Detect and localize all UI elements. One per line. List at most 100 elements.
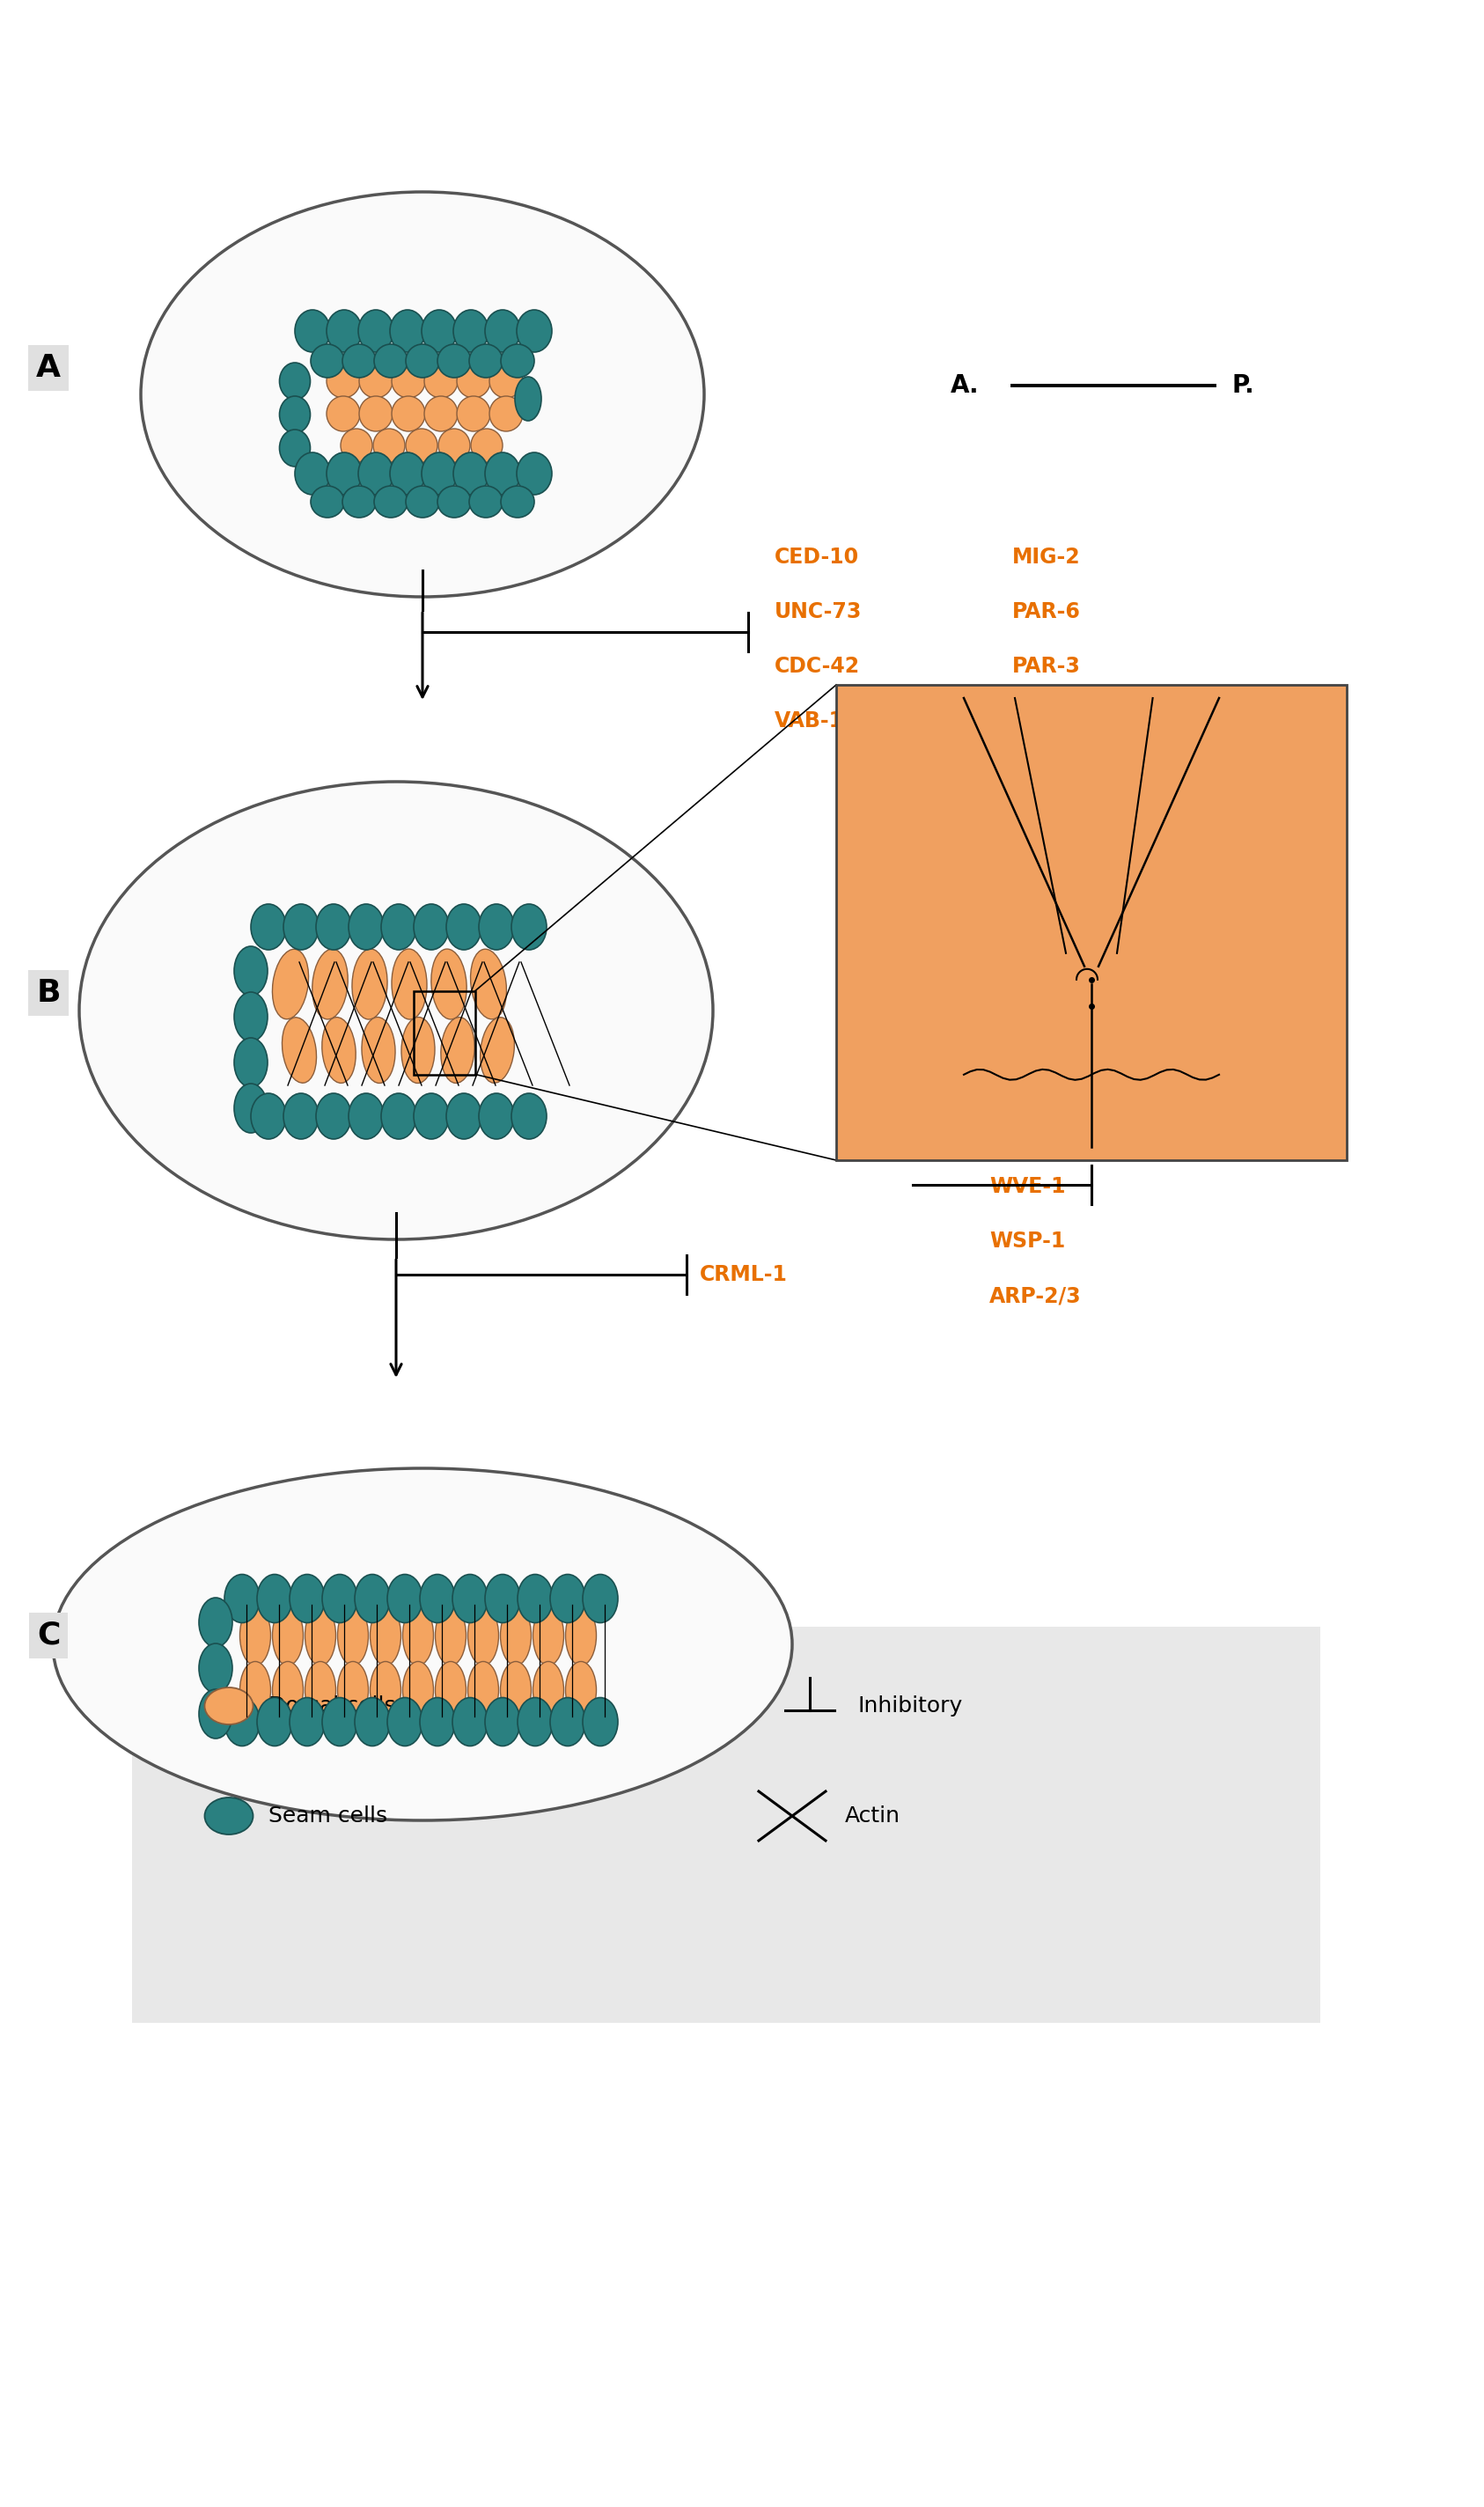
Text: UNC-73: UNC-73 xyxy=(775,602,862,622)
Ellipse shape xyxy=(467,1604,499,1665)
Ellipse shape xyxy=(257,1574,292,1622)
Ellipse shape xyxy=(533,1662,564,1720)
Ellipse shape xyxy=(312,950,347,1020)
Ellipse shape xyxy=(326,311,362,351)
Ellipse shape xyxy=(349,905,384,950)
Ellipse shape xyxy=(392,396,424,431)
Ellipse shape xyxy=(224,1697,260,1745)
Ellipse shape xyxy=(295,311,329,351)
Ellipse shape xyxy=(358,311,393,351)
Text: A: A xyxy=(36,353,61,384)
Ellipse shape xyxy=(374,486,408,516)
Text: WVE-1: WVE-1 xyxy=(990,1176,1066,1198)
Ellipse shape xyxy=(565,1604,597,1665)
Ellipse shape xyxy=(322,1697,358,1745)
Ellipse shape xyxy=(518,1574,552,1622)
Ellipse shape xyxy=(282,1018,316,1083)
Ellipse shape xyxy=(405,343,439,379)
Ellipse shape xyxy=(485,1697,521,1745)
Ellipse shape xyxy=(234,1083,267,1133)
Ellipse shape xyxy=(199,1645,233,1692)
Ellipse shape xyxy=(283,905,319,950)
Ellipse shape xyxy=(295,451,329,494)
Ellipse shape xyxy=(392,364,424,399)
Text: Inhibitory: Inhibitory xyxy=(858,1695,963,1717)
Ellipse shape xyxy=(512,905,546,950)
Ellipse shape xyxy=(516,451,552,494)
Ellipse shape xyxy=(273,950,309,1018)
Ellipse shape xyxy=(457,396,490,431)
Text: CDC-42: CDC-42 xyxy=(775,657,861,677)
Ellipse shape xyxy=(306,1662,335,1720)
Ellipse shape xyxy=(414,1093,448,1138)
Ellipse shape xyxy=(53,1469,792,1820)
Ellipse shape xyxy=(322,1018,356,1083)
Text: SAX-3: SAX-3 xyxy=(1012,709,1080,732)
Ellipse shape xyxy=(402,1662,433,1720)
Text: P.: P. xyxy=(1232,374,1255,399)
Ellipse shape xyxy=(469,486,503,516)
Ellipse shape xyxy=(551,1697,585,1745)
Ellipse shape xyxy=(343,343,375,379)
Ellipse shape xyxy=(326,364,361,399)
Ellipse shape xyxy=(234,1038,267,1088)
Ellipse shape xyxy=(438,343,470,379)
Ellipse shape xyxy=(467,1662,499,1720)
Ellipse shape xyxy=(352,950,387,1020)
Ellipse shape xyxy=(257,1697,292,1745)
Ellipse shape xyxy=(485,311,521,351)
Text: CRML-1: CRML-1 xyxy=(700,1264,788,1286)
Ellipse shape xyxy=(420,1574,456,1622)
Ellipse shape xyxy=(470,950,506,1020)
Ellipse shape xyxy=(512,1093,546,1138)
Ellipse shape xyxy=(279,396,310,434)
Ellipse shape xyxy=(310,486,344,516)
Ellipse shape xyxy=(500,486,534,516)
Ellipse shape xyxy=(485,451,521,494)
Bar xyxy=(835,684,1346,1161)
Ellipse shape xyxy=(370,1662,401,1720)
Ellipse shape xyxy=(453,1697,488,1745)
Ellipse shape xyxy=(205,1798,254,1835)
Ellipse shape xyxy=(289,1697,325,1745)
Ellipse shape xyxy=(251,1093,286,1138)
Ellipse shape xyxy=(479,905,513,950)
Ellipse shape xyxy=(457,364,490,399)
Ellipse shape xyxy=(438,486,470,516)
Ellipse shape xyxy=(283,1093,319,1138)
Ellipse shape xyxy=(199,1690,233,1737)
Ellipse shape xyxy=(343,486,375,516)
Ellipse shape xyxy=(381,1093,417,1138)
Ellipse shape xyxy=(500,343,534,379)
Ellipse shape xyxy=(401,1018,435,1083)
Text: WSP-1: WSP-1 xyxy=(990,1231,1066,1251)
Ellipse shape xyxy=(234,945,267,995)
Ellipse shape xyxy=(372,429,405,461)
Ellipse shape xyxy=(234,993,267,1040)
Ellipse shape xyxy=(453,1574,488,1622)
Text: VAB-1: VAB-1 xyxy=(775,709,844,732)
Ellipse shape xyxy=(405,429,438,461)
Ellipse shape xyxy=(141,193,703,597)
Text: MIG-2: MIG-2 xyxy=(1012,547,1080,567)
Ellipse shape xyxy=(453,451,488,494)
Ellipse shape xyxy=(490,396,522,431)
Ellipse shape xyxy=(438,429,470,461)
Ellipse shape xyxy=(481,1018,515,1083)
Ellipse shape xyxy=(370,1604,401,1665)
Ellipse shape xyxy=(279,429,310,466)
Ellipse shape xyxy=(551,1574,585,1622)
Ellipse shape xyxy=(435,1604,466,1665)
Ellipse shape xyxy=(405,486,439,516)
Ellipse shape xyxy=(518,1697,552,1745)
Ellipse shape xyxy=(251,905,286,950)
Text: ARP-2/3: ARP-2/3 xyxy=(990,1286,1082,1306)
Ellipse shape xyxy=(79,782,712,1238)
Text: C: C xyxy=(37,1620,59,1650)
Text: Seam cells: Seam cells xyxy=(269,1805,387,1828)
Ellipse shape xyxy=(355,1697,390,1745)
Ellipse shape xyxy=(583,1697,617,1745)
Ellipse shape xyxy=(341,429,372,461)
Ellipse shape xyxy=(337,1604,368,1665)
Text: Actin: Actin xyxy=(844,1805,901,1828)
